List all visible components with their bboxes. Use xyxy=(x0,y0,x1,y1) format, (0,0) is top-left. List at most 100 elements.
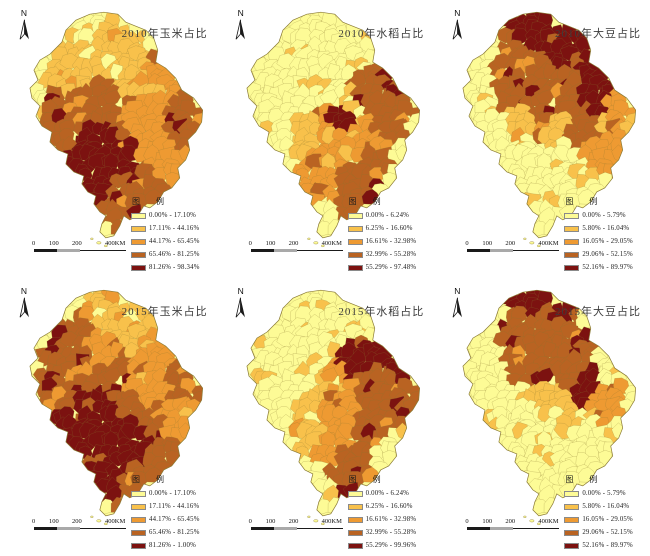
legend-label: 52.16% - 89.97% xyxy=(582,542,633,549)
legend: 图 例 0.00% - 6.24% 6.25% - 16.60% 16.61% … xyxy=(347,196,434,274)
north-arrow-icon xyxy=(452,19,462,40)
north-label: N xyxy=(20,8,28,18)
legend-row: 0.00% - 5.79% xyxy=(564,487,650,500)
legend-label: 29.06% - 52.15% xyxy=(582,529,633,536)
scale-tick-200: 200 xyxy=(288,518,299,525)
legend-swatch-class3 xyxy=(347,529,363,536)
legend-row: 16.05% - 29.05% xyxy=(564,513,650,526)
scale-tick-0: 0 xyxy=(32,518,36,525)
scale-tick-200: 200 xyxy=(72,518,82,525)
legend-row: 81.26% - 1.00% xyxy=(131,539,217,552)
scale-bar: 0 100 200 400KM xyxy=(465,240,577,253)
legend-label: 6.25% - 16.60% xyxy=(365,225,413,232)
legend-label: 55.29% - 99.96% xyxy=(365,542,417,549)
legend-swatch-class3 xyxy=(131,529,146,536)
scale-bar-line xyxy=(467,527,560,531)
legend: 图 例 0.00% - 6.24% 6.25% - 16.60% 16.61% … xyxy=(347,474,434,552)
legend-label: 81.26% - 1.00% xyxy=(149,542,196,549)
legend: 图 例 0.00% - 5.79% 5.80% - 16.04% 16.05% … xyxy=(564,474,650,552)
legend-label: 65.46% - 81.25% xyxy=(149,529,200,536)
legend-label: 65.46% - 81.25% xyxy=(149,251,200,258)
map-title: 2010年玉米占比 xyxy=(121,28,208,40)
legend-label: 5.80% - 16.04% xyxy=(582,503,630,510)
scale-segment-gray xyxy=(490,249,514,252)
legend-label: 16.05% - 29.05% xyxy=(582,238,633,245)
north-arrow-icon xyxy=(19,297,29,318)
legend-swatch-class1 xyxy=(564,503,580,510)
legend-label: 32.99% - 55.28% xyxy=(365,529,417,536)
scale-segment-thin xyxy=(296,527,343,530)
north-arrow: N xyxy=(448,287,466,319)
scale-segment-gray xyxy=(273,527,297,530)
north-arrow: N xyxy=(15,9,33,41)
legend-swatch-class1 xyxy=(347,503,363,510)
legend-label: 55.29% - 97.48% xyxy=(365,264,417,271)
legend: 图 例 0.00% - 17.10% 17.11% - 44.16% 44.17… xyxy=(131,196,217,274)
legend: 图 例 0.00% - 17.10% 17.11% - 44.16% 44.17… xyxy=(131,474,217,552)
legend-swatch-class0 xyxy=(347,212,363,219)
legend-row: 5.80% - 16.04% xyxy=(564,500,650,513)
legend-swatch-class1 xyxy=(131,503,146,510)
legend-label: 44.17% - 65.45% xyxy=(149,516,200,523)
north-arrow: N xyxy=(15,287,33,319)
legend-swatch-class4 xyxy=(131,542,146,549)
scale-segment-gray xyxy=(57,249,80,252)
scale-tick-0: 0 xyxy=(32,240,36,247)
legend-row: 0.00% - 17.10% xyxy=(131,487,217,500)
legend-swatch-class1 xyxy=(347,225,363,232)
legend-swatch-class2 xyxy=(564,516,580,523)
legend-swatch-class3 xyxy=(347,251,363,258)
scale-bar-line xyxy=(250,527,343,531)
scale-tick-100: 100 xyxy=(49,518,59,525)
north-arrow-icon xyxy=(235,19,246,40)
legend-label: 0.00% - 5.79% xyxy=(582,212,626,219)
map-panel-soybean-2010: N 2010年大豆占比 图 例 0.00% - 5.79% 5.80% - 16… xyxy=(433,0,650,278)
map-panel-rice-2010: N 2010年水稻占比 图 例 0.00% - 6.24% 6.25% - 16… xyxy=(216,0,434,278)
scale-tick-0: 0 xyxy=(248,240,252,247)
choropleth-map xyxy=(29,289,204,526)
legend-row: 32.99% - 55.28% xyxy=(347,248,434,261)
map-panel-corn-2015: N 2015年玉米占比 图 例 0.00% - 17.10% 17.11% - … xyxy=(0,278,217,556)
north-label: N xyxy=(454,286,461,296)
legend-swatch-class3 xyxy=(564,251,580,258)
legend-label: 16.05% - 29.05% xyxy=(582,516,633,523)
scale-segment-thin xyxy=(80,527,126,530)
legend-title: 图 例 xyxy=(348,197,388,206)
scale-tick-400km: 400KM xyxy=(321,518,342,525)
north-arrow-icon xyxy=(19,19,29,40)
legend-swatch-class0 xyxy=(131,212,146,219)
scale-tick-200: 200 xyxy=(288,240,299,247)
legend-row: 65.46% - 81.25% xyxy=(131,248,217,261)
scale-segment-thin xyxy=(80,249,126,252)
scale-bar-labels: 0 100 200 400KM xyxy=(32,518,144,526)
scale-segment-dark xyxy=(467,249,491,252)
legend-row: 65.46% - 81.25% xyxy=(131,526,217,539)
scale-tick-100: 100 xyxy=(482,518,493,525)
legend-swatch-class4 xyxy=(347,542,363,549)
legend-row: 44.17% - 65.45% xyxy=(131,235,217,248)
legend-row: 44.17% - 65.45% xyxy=(131,513,217,526)
map-panel-corn-2010: N 2010年玉米占比 图 例 0.00% - 17.10% 17.11% - … xyxy=(0,0,217,278)
scale-tick-100: 100 xyxy=(265,518,276,525)
legend-swatch-class0 xyxy=(131,490,146,497)
scale-segment-dark xyxy=(467,527,491,530)
legend-title: 图 例 xyxy=(565,475,605,484)
legend-swatch-class4 xyxy=(564,264,580,271)
north-arrow: N xyxy=(232,287,250,319)
map-title: 2010年水稻占比 xyxy=(338,28,425,40)
legend-title: 图 例 xyxy=(132,197,171,206)
legend-label: 52.16% - 89.97% xyxy=(582,264,633,271)
legend-row: 29.06% - 52.15% xyxy=(564,526,650,539)
legend-swatch-class0 xyxy=(347,490,363,497)
scale-segment-dark xyxy=(250,527,274,530)
north-arrow: N xyxy=(448,9,466,41)
legend-row: 0.00% - 6.24% xyxy=(347,209,434,222)
legend-row: 55.29% - 97.48% xyxy=(347,261,434,274)
north-label: N xyxy=(20,286,28,296)
scale-tick-0: 0 xyxy=(248,518,252,525)
scale-tick-400km: 400KM xyxy=(321,240,342,247)
north-arrow: N xyxy=(232,9,250,41)
scale-bar: 0 100 200 400KM xyxy=(32,518,144,531)
legend-swatch-class2 xyxy=(564,238,580,245)
legend-label: 6.25% - 16.60% xyxy=(365,503,413,510)
